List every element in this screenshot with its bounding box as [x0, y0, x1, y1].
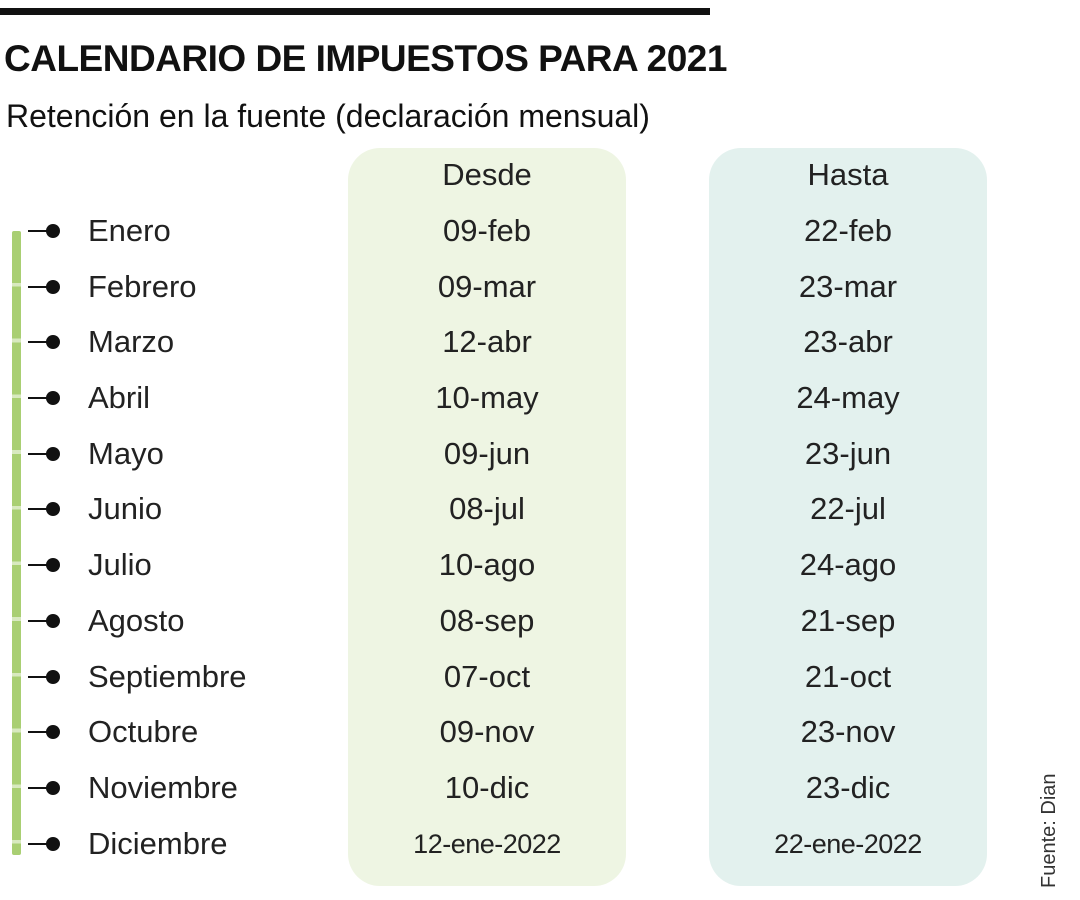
table-row: Abril 10-may 24-may	[0, 370, 1000, 426]
table-row: Octubre 09-nov 23-nov	[0, 704, 1000, 760]
hasta-date: 23-nov	[800, 714, 896, 750]
table-row: Enero 09-feb 22-feb	[0, 203, 1000, 259]
month-label: Abril	[88, 380, 151, 416]
page-subtitle: Retención en la fuente (declaración mens…	[6, 98, 650, 134]
table-row: Mayo 09-jun 23-jun	[0, 426, 1000, 482]
timeline-dot-icon	[46, 613, 60, 628]
timeline-connector	[28, 842, 48, 845]
page-title: CALENDARIO DE IMPUESTOS PARA 2021	[4, 38, 727, 79]
desde-date: 08-sep	[439, 602, 535, 638]
table-row: Agosto 08-sep 21-sep	[0, 593, 1000, 649]
desde-column-header: Desde	[442, 157, 532, 192]
hasta-date: 21-sep	[800, 602, 896, 638]
desde-date: 09-mar	[437, 268, 537, 304]
month-label: Enero	[88, 213, 171, 248]
month-label: Septiembre	[88, 658, 247, 694]
timeline-connector	[28, 230, 48, 232]
timeline-connector	[28, 397, 48, 400]
hasta-date: 23-jun	[804, 435, 892, 471]
month-label: Noviembre	[88, 769, 238, 805]
timeline-connector	[28, 675, 48, 678]
top-rule	[0, 8, 710, 15]
timeline-connector	[28, 619, 48, 622]
hasta-column-header: Hasta	[807, 157, 889, 192]
desde-date: 08-jul	[449, 491, 525, 527]
month-label: Julio	[88, 547, 152, 583]
timeline-dot-icon	[46, 558, 60, 573]
month-label: Marzo	[88, 324, 175, 360]
source-credit: Fuente: Dian	[1038, 773, 1060, 888]
timeline-dot-icon	[46, 502, 60, 517]
month-label: Octubre	[88, 714, 199, 750]
timeline-connector	[28, 564, 48, 567]
hasta-date: 22-ene-2022	[774, 828, 922, 859]
table-row: Febrero 09-mar 23-mar	[0, 259, 1000, 315]
timeline-connector	[28, 508, 48, 511]
hasta-date: 22-jul	[810, 491, 886, 527]
hasta-date: 23-mar	[798, 268, 898, 304]
desde-column-panel	[348, 148, 626, 886]
month-label: Diciembre	[88, 825, 228, 861]
timeline-bar	[12, 231, 21, 855]
timeline-connector	[28, 285, 48, 288]
timeline-connector	[28, 731, 48, 734]
desde-date: 07-oct	[443, 658, 531, 694]
timeline-connector	[28, 786, 48, 789]
timeline-dot-icon	[46, 780, 60, 795]
timeline-connector	[28, 341, 48, 344]
desde-date: 09-jun	[443, 435, 531, 471]
hasta-column-panel	[709, 148, 987, 886]
table-row: Marzo 12-abr 23-abr	[0, 314, 1000, 370]
table-row: Diciembre 12-ene-2022 22-ene-2022	[0, 816, 1000, 872]
timeline-dot-icon	[46, 224, 60, 238]
table-row: Noviembre 10-dic 23-dic	[0, 760, 1000, 816]
desde-date: 10-ago	[438, 547, 536, 583]
month-label: Mayo	[88, 435, 164, 471]
timeline-connector	[28, 452, 48, 455]
hasta-date: 21-oct	[804, 658, 892, 694]
desde-date: 09-feb	[443, 213, 531, 248]
hasta-date: 23-abr	[803, 324, 893, 360]
table-row: Julio 10-ago 24-ago	[0, 537, 1000, 593]
desde-date: 12-ene-2022	[413, 828, 561, 859]
hasta-date: 22-feb	[804, 213, 892, 248]
timeline-dot-icon	[46, 391, 60, 406]
table-row: Junio 08-jul 22-jul	[0, 481, 1000, 537]
hasta-date: 24-may	[796, 380, 900, 416]
table-row: Septiembre 07-oct 21-oct	[0, 649, 1000, 705]
hasta-date: 24-ago	[799, 547, 897, 583]
desde-date: 09-nov	[439, 714, 535, 750]
timeline-dot-icon	[46, 669, 60, 684]
desde-date: 10-may	[435, 380, 539, 416]
desde-date: 12-abr	[442, 324, 532, 360]
month-label: Agosto	[88, 602, 185, 638]
desde-date: 10-dic	[444, 769, 530, 805]
calendar-rows: Enero 09-feb 22-feb Febrero 09-mar 23-ma…	[0, 203, 1000, 871]
timeline-dot-icon	[46, 446, 60, 461]
timeline-dot-icon	[46, 836, 60, 851]
timeline-dot-icon	[46, 725, 60, 740]
hasta-date: 23-dic	[805, 769, 891, 805]
month-label: Junio	[88, 491, 163, 527]
timeline-dot-icon	[46, 279, 60, 294]
month-label: Febrero	[88, 268, 197, 304]
timeline-dot-icon	[46, 335, 60, 350]
